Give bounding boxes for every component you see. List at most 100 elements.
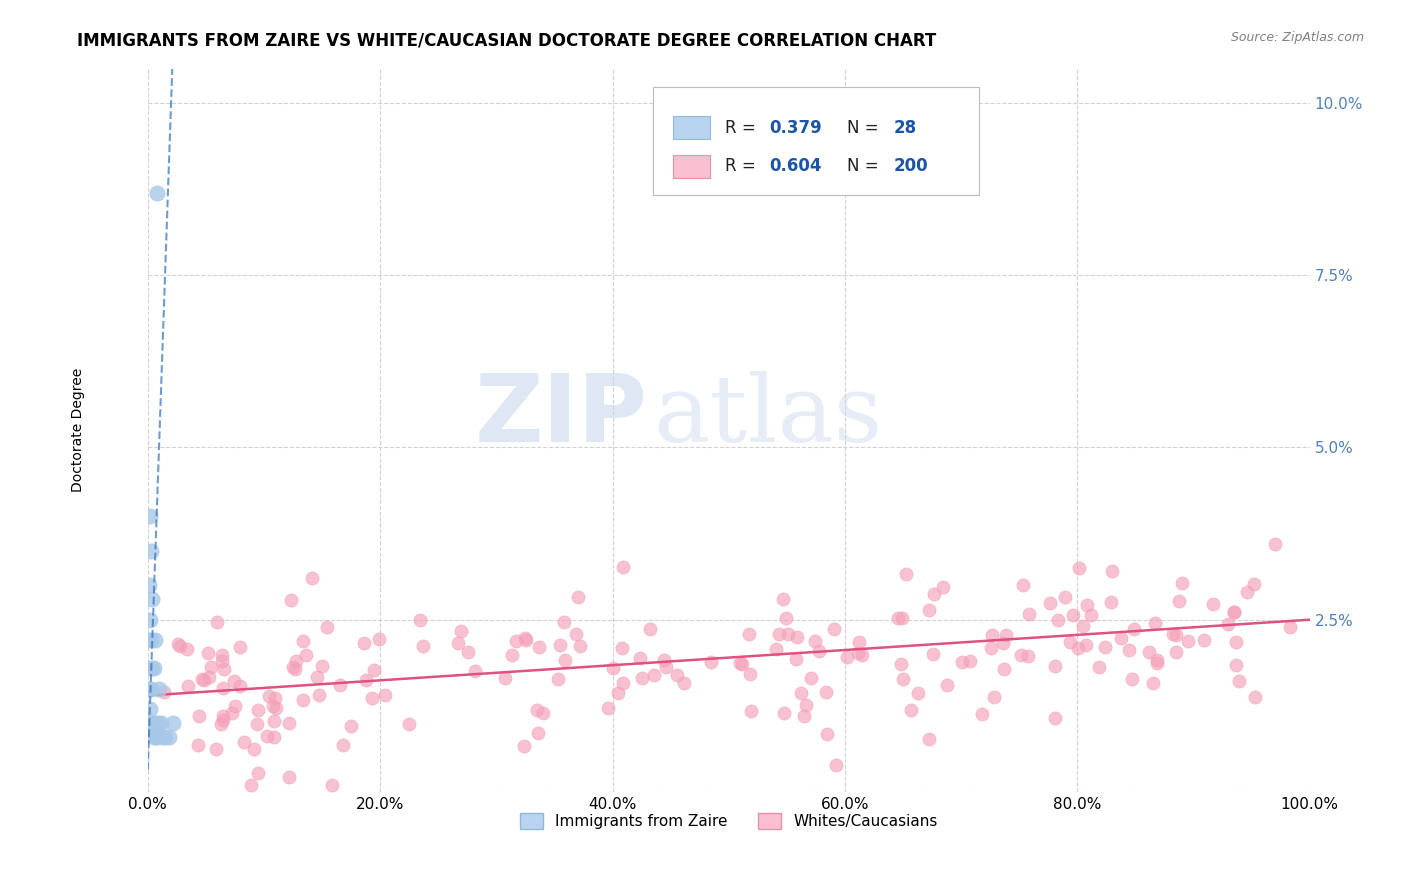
Point <box>612 675 634 690</box>
Point <box>141 592 163 607</box>
Point <box>666 668 689 682</box>
Point <box>148 681 170 696</box>
Point <box>907 686 929 700</box>
Point <box>527 640 550 654</box>
Point <box>152 685 174 699</box>
Point <box>139 613 162 627</box>
Point <box>513 631 536 645</box>
Point <box>607 686 630 700</box>
Point <box>1137 645 1160 659</box>
Point <box>301 571 323 585</box>
Point <box>284 662 307 676</box>
Point <box>890 611 912 625</box>
Point <box>1017 648 1039 663</box>
Point <box>815 684 838 698</box>
Point <box>1043 659 1066 673</box>
Point <box>890 657 912 672</box>
Point <box>825 757 848 772</box>
Point <box>553 615 575 629</box>
Point <box>146 725 169 739</box>
Point <box>361 691 384 706</box>
Point <box>731 657 754 671</box>
Point <box>765 642 787 657</box>
Point <box>851 648 873 663</box>
Point <box>513 739 536 753</box>
Point <box>295 648 318 662</box>
Point <box>807 643 830 657</box>
Point <box>153 730 176 744</box>
Point <box>835 649 858 664</box>
Point <box>280 593 302 607</box>
Point <box>292 634 315 648</box>
Point <box>339 719 361 733</box>
Point <box>142 661 165 675</box>
Point <box>193 673 215 687</box>
Point <box>464 664 486 678</box>
Legend: Immigrants from Zaire, Whites/Caucasians: Immigrants from Zaire, Whites/Caucasians <box>513 806 943 835</box>
Point <box>222 674 245 689</box>
Point <box>311 658 333 673</box>
Point <box>631 671 654 685</box>
Point <box>1011 577 1033 591</box>
Point <box>240 778 263 792</box>
Point <box>141 661 163 675</box>
Point <box>1121 672 1143 686</box>
Point <box>983 690 1005 705</box>
Point <box>329 678 352 692</box>
Point <box>786 630 808 644</box>
Point <box>205 742 228 756</box>
Point <box>1088 660 1111 674</box>
Point <box>643 668 665 682</box>
Point <box>505 634 527 648</box>
Point <box>332 738 354 752</box>
Point <box>602 661 624 675</box>
Point <box>612 640 634 655</box>
Point <box>772 592 794 607</box>
Point <box>1123 623 1146 637</box>
Text: 0.604: 0.604 <box>769 157 823 175</box>
Point <box>1223 605 1246 619</box>
Point <box>980 627 1002 641</box>
Point <box>232 735 254 749</box>
Point <box>554 653 576 667</box>
Point <box>568 639 591 653</box>
Point <box>773 706 796 721</box>
Point <box>1074 639 1097 653</box>
Point <box>501 648 523 663</box>
Point <box>994 628 1017 642</box>
Point <box>321 778 343 792</box>
Point <box>1101 564 1123 578</box>
Point <box>211 708 233 723</box>
Text: R =: R = <box>725 119 761 136</box>
Point <box>738 667 761 681</box>
Point <box>1236 584 1258 599</box>
Point <box>1080 607 1102 622</box>
Point <box>1067 560 1090 574</box>
Point <box>980 641 1002 656</box>
Point <box>1066 641 1088 656</box>
Point <box>363 663 385 677</box>
Point <box>959 654 981 668</box>
Point <box>1146 656 1168 670</box>
Point <box>1225 657 1247 672</box>
Text: Source: ZipAtlas.com: Source: ZipAtlas.com <box>1230 31 1364 45</box>
Point <box>212 662 235 676</box>
Point <box>457 644 479 658</box>
FancyBboxPatch shape <box>673 154 710 178</box>
Point <box>1018 607 1040 622</box>
Point <box>146 730 169 744</box>
Point <box>138 633 160 648</box>
Point <box>1278 620 1301 634</box>
Y-axis label: Doctorate Degree: Doctorate Degree <box>72 368 86 492</box>
Point <box>1059 635 1081 649</box>
Point <box>212 714 235 728</box>
Point <box>1146 653 1168 667</box>
Point <box>229 640 252 655</box>
Point <box>284 654 307 668</box>
Point <box>1161 627 1184 641</box>
Point <box>187 738 209 752</box>
Point <box>738 627 761 641</box>
Point <box>409 613 432 627</box>
Point <box>950 655 973 669</box>
Text: atlas: atlas <box>654 371 883 461</box>
